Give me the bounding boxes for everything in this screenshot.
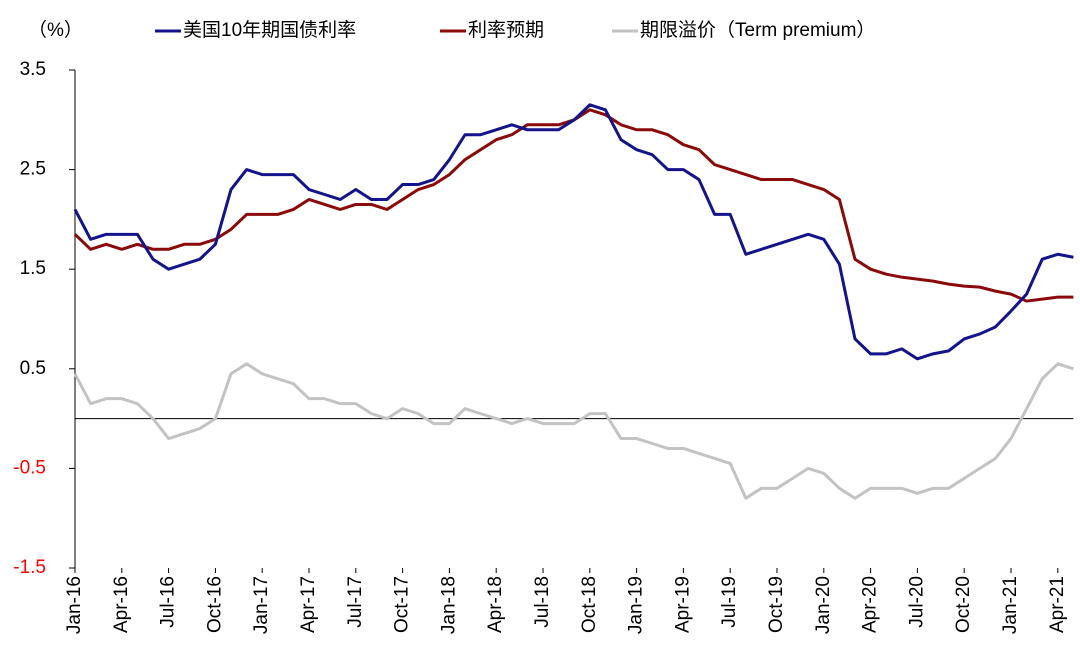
x-tick-label: Apr-19 [672,576,693,633]
x-tick-label: Jul-16 [158,576,179,628]
legend-label: 期限溢价（Term premium） [640,19,875,41]
x-tick-label: Apr-21 [1047,576,1068,633]
series-line [73,103,1074,361]
series-line [73,108,1074,303]
x-tick-label: Jan-16 [64,576,85,634]
x-tick-label: Jan-21 [1000,576,1021,634]
y-tick-label: 3.5 [20,59,46,80]
x-tick-label: Apr-17 [298,576,319,633]
x-tick-label: Apr-18 [485,576,506,633]
x-tick-label: Jan-20 [813,576,834,634]
y-tick-label: -0.5 [13,457,46,478]
x-tick-label: Jul-17 [345,576,366,628]
series-line [73,362,1074,500]
x-tick-label: Jan-18 [438,576,459,634]
y-axis-label: （%） [28,19,83,41]
legend-label: 美国10年期国债利率 [183,19,356,41]
x-tick-label: Oct-19 [766,576,787,633]
x-tick-label: Jul-19 [719,576,740,628]
x-tick-label: Oct-20 [953,576,974,633]
x-tick-label: Apr-16 [111,576,132,633]
y-tick-label: 2.5 [20,159,46,180]
x-tick-label: Jul-18 [532,576,553,628]
x-tick-label: Jan-19 [626,576,647,634]
y-tick-label: 0.5 [20,358,46,379]
x-tick-label: Jan-17 [251,576,272,634]
x-tick-label: Oct-16 [204,576,225,633]
x-tick-label: Jul-20 [906,576,927,628]
y-tick-label: 1.5 [20,258,46,279]
x-tick-label: Oct-18 [579,576,600,633]
x-tick-label: Oct-17 [392,576,413,633]
x-tick-label: Apr-20 [860,576,881,633]
y-tick-label: -1.5 [13,557,46,578]
legend-label: 利率预期 [468,19,544,41]
